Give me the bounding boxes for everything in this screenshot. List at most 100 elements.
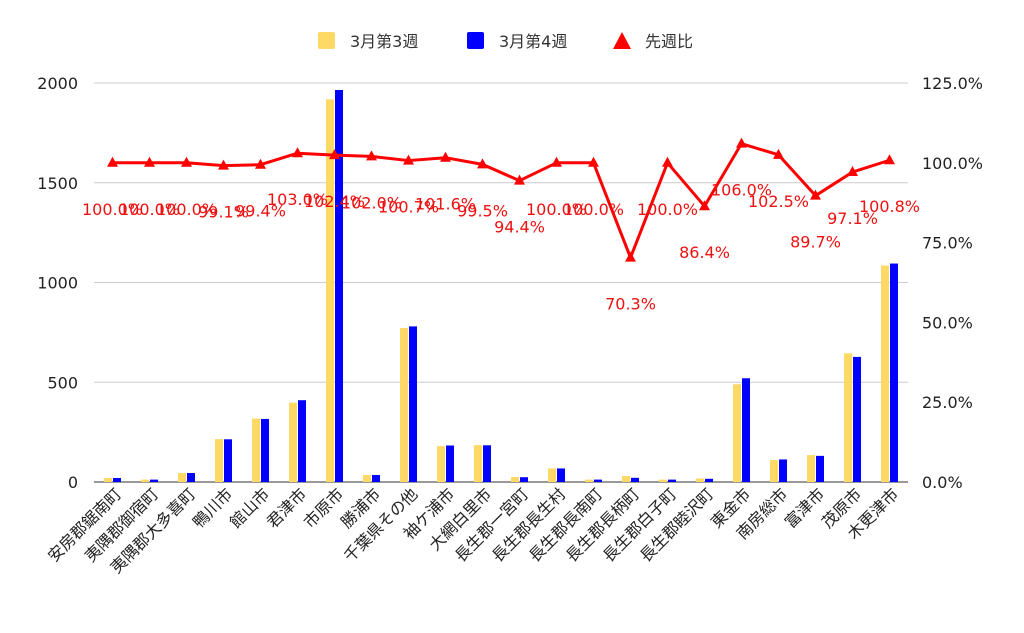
ratio-point [551,156,562,167]
legend-marker [613,32,631,49]
bar [104,478,112,482]
ratio-point [588,156,599,167]
left-tick-label: 0 [68,473,78,492]
left-tick-label: 1500 [37,174,78,193]
bar [594,479,602,482]
legend-item: 3月第3週 [318,32,418,51]
bar [770,460,778,482]
ratio-data-label: 89.7% [790,233,841,252]
ratio-line: 100.0%100.0%100.0%99.1%99.4%103.0%102.4%… [82,137,920,314]
ratio-data-label: 102.5% [748,192,809,211]
ratio-data-label: 100.0% [563,200,624,219]
bar [853,356,861,482]
ratio-point [181,156,192,167]
category-label: 市原市 [300,484,347,531]
left-tick-label: 1000 [37,274,78,293]
bar [289,402,297,482]
bar [409,326,417,482]
bar [511,477,519,482]
ratio-data-label: 102.4% [304,192,365,211]
bar [141,479,149,482]
bar [446,445,454,482]
category-label: 富津市 [781,484,828,531]
ratio-point [810,189,821,200]
ratio-point [329,149,340,160]
bar [816,455,824,482]
ratio-point [477,158,488,169]
ratio-data-label: 100.0% [637,200,698,219]
ratio-point [440,151,451,162]
bar [400,327,408,482]
ratio-point [514,174,525,185]
category-axis: 安房郡鋸南町夷隅郡御宿町夷隅郡大多喜町鴨川市館山市君津市市原市勝浦市千葉県その他… [44,484,902,577]
bar [585,479,593,482]
ratio-point [847,166,858,177]
bar [659,479,667,482]
ratio-point [366,150,377,161]
ratio-data-label: 100.7% [378,198,439,217]
ratio-data-label: 100.0% [119,200,180,219]
ratio-data-label: 99.1% [198,203,249,222]
bar [881,265,889,482]
ratio-data-label: 100.0% [156,200,217,219]
left-tick-label: 2000 [37,74,78,93]
bar [622,476,630,482]
ratio-point [699,200,710,211]
right-tick-label: 75.0% [922,234,973,253]
ratio-data-label: 70.3% [605,295,656,314]
bar [548,468,556,482]
ratio-point [662,156,673,167]
right-tick-label: 100.0% [922,154,983,173]
right-tick-label: 125.0% [922,74,983,93]
bar-series [104,89,898,483]
bar [187,473,195,482]
ratio-polyline [112,142,890,260]
bar [372,475,380,482]
legend: 3月第3週 3月第4週 先週比 [318,32,693,51]
category-label: 君津市 [263,484,310,531]
right-tick-label: 25.0% [922,393,973,412]
ratio-point [255,158,266,169]
ratio-data-label: 99.5% [457,201,508,220]
left-tick-label: 500 [47,373,78,392]
ratio-data-label: 102.0% [341,193,402,212]
legend-label: 先週比 [645,32,693,51]
bar [890,263,898,482]
ratio-point [884,154,895,165]
ratio-data-label: 97.1% [827,209,878,228]
bar [779,459,787,482]
ratio-point [107,156,118,167]
bar [742,378,750,482]
bar [631,477,639,482]
bar [557,468,565,482]
legend-label: 3月第4週 [499,32,567,51]
ratio-point [625,251,636,262]
ratio-data-label: 100.8% [859,197,920,216]
bar [668,479,676,482]
ratio-data-label: 99.4% [235,202,286,221]
bar [844,353,852,482]
bar [215,439,223,482]
category-label: 鴨川市 [189,484,236,531]
ratio-data-label: 100.0% [82,200,143,219]
bar [474,445,482,482]
legend-swatch [467,32,484,49]
legend-label: 3月第3週 [350,32,418,51]
category-label: 館山市 [226,484,273,531]
ratio-data-label: 106.0% [711,181,772,200]
bar [363,475,371,482]
bar [113,478,121,482]
ratio-data-label: 94.4% [494,218,545,237]
bar [150,479,158,482]
bar [178,473,186,482]
bar [224,439,232,482]
ratio-point [773,148,784,159]
right-tick-label: 0.0% [922,473,963,492]
left-axis: 0 500 1000 1500 2000 [37,74,78,492]
bar [252,418,260,482]
bar [705,478,713,482]
ratio-point [403,154,414,165]
legend-item: 3月第4週 [467,32,567,51]
ratio-data-label: 100.0% [526,200,587,219]
